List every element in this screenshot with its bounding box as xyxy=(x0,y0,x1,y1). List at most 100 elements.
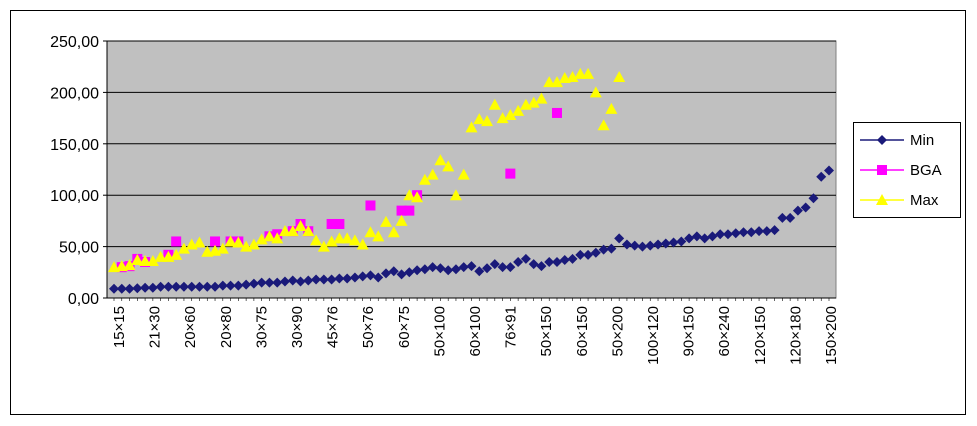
data-point-max xyxy=(387,226,400,238)
y-tick-label: 150,00 xyxy=(50,137,99,154)
data-point-min xyxy=(513,257,524,268)
legend-item-min: Min xyxy=(854,130,960,150)
data-point-max xyxy=(193,236,206,248)
data-point-min xyxy=(769,225,780,236)
data-point-min xyxy=(194,281,205,292)
data-point-max xyxy=(356,238,369,250)
data-point-min xyxy=(217,280,228,291)
data-point-max xyxy=(434,154,447,166)
data-point-min xyxy=(404,267,415,278)
data-point-min xyxy=(629,240,640,251)
data-point-min xyxy=(754,226,765,237)
data-point-min xyxy=(551,257,562,268)
data-point-min xyxy=(691,231,702,242)
data-point-min xyxy=(140,282,151,293)
data-point-min xyxy=(412,265,423,276)
data-point-min xyxy=(489,259,500,270)
data-point-max xyxy=(224,235,237,247)
x-tick-label: 120×150 xyxy=(752,306,769,365)
data-point-max xyxy=(395,214,408,226)
data-point-min xyxy=(225,280,236,291)
data-point-min xyxy=(163,281,174,292)
data-point-min xyxy=(785,212,796,223)
x-tick-label: 100×120 xyxy=(645,306,662,365)
x-tick-label: 20×60 xyxy=(182,306,199,348)
data-point-max xyxy=(411,191,424,203)
x-tick-label: 120×180 xyxy=(787,306,804,365)
data-point-max xyxy=(574,67,587,79)
x-tick-label: 60×240 xyxy=(716,306,733,356)
data-point-max xyxy=(512,104,525,116)
x-tick-label: 150×200 xyxy=(823,306,840,365)
data-point-min xyxy=(171,281,182,292)
data-point-min xyxy=(684,233,695,244)
data-point-min xyxy=(147,282,158,293)
data-point-min xyxy=(800,202,811,213)
data-point-min xyxy=(590,247,601,258)
data-point-min xyxy=(365,270,376,281)
data-point-min xyxy=(264,277,275,288)
x-tick-label: 50×200 xyxy=(609,306,626,356)
data-point-min xyxy=(388,266,399,277)
data-point-max xyxy=(139,254,152,266)
data-point-min xyxy=(381,268,392,279)
data-point-min xyxy=(544,257,555,268)
data-point-min xyxy=(715,229,726,240)
y-tick-label: 250,00 xyxy=(50,34,99,51)
data-point-min xyxy=(466,261,477,272)
data-point-min xyxy=(311,274,322,285)
data-point-min xyxy=(614,233,625,244)
x-tick-label: 50×76 xyxy=(360,306,377,348)
data-point-max xyxy=(449,189,462,201)
x-tick-label: 60×150 xyxy=(574,306,591,356)
data-point-max xyxy=(496,112,509,124)
series-layer xyxy=(108,67,834,294)
y-tick-label: 200,00 xyxy=(50,85,99,102)
data-point-max xyxy=(170,248,183,260)
data-point-min xyxy=(536,261,547,272)
data-point-max xyxy=(535,92,548,104)
data-point-min xyxy=(505,262,516,273)
data-point-min xyxy=(210,281,221,292)
series-min xyxy=(109,165,834,294)
data-point-min xyxy=(279,276,290,287)
data-point-min xyxy=(707,231,718,242)
data-point-max xyxy=(232,236,245,248)
data-point-min xyxy=(497,262,508,273)
data-point-min xyxy=(816,171,827,182)
data-point-min xyxy=(722,229,733,240)
data-point-min xyxy=(334,273,345,284)
data-point-max xyxy=(333,232,346,244)
data-point-max xyxy=(589,86,602,98)
data-point-min xyxy=(668,237,679,248)
data-point-max xyxy=(372,230,385,242)
data-point-bga xyxy=(210,236,221,247)
data-point-max xyxy=(294,220,307,232)
y-tick-label: 50,00 xyxy=(59,240,99,257)
data-point-min xyxy=(248,278,259,289)
data-point-min xyxy=(427,262,438,273)
x-tick-label: 76×91 xyxy=(503,306,520,348)
data-point-max xyxy=(286,225,299,237)
data-point-max xyxy=(271,232,284,244)
data-point-max xyxy=(325,235,338,247)
data-point-min xyxy=(116,283,127,294)
data-point-bga xyxy=(404,205,415,216)
x-tick-label: 60×100 xyxy=(467,306,484,356)
data-point-min xyxy=(621,239,632,250)
data-point-min xyxy=(303,275,314,286)
y-tick-label: 100,00 xyxy=(50,188,99,205)
y-axis: 0,00 50,00 100,00 150,00 200,00 250,00 xyxy=(50,34,108,308)
data-point-max xyxy=(418,173,431,185)
legend-marker-min xyxy=(860,135,904,145)
data-point-min xyxy=(458,262,469,273)
data-point-min xyxy=(645,240,656,251)
data-point-max xyxy=(341,232,354,244)
series-max xyxy=(108,67,626,273)
legend-item-max: Max xyxy=(854,190,960,210)
data-point-max xyxy=(465,121,478,133)
data-point-bga xyxy=(326,218,337,229)
data-point-min xyxy=(443,265,454,276)
data-point-min xyxy=(202,281,213,292)
x-tick-label: 45×76 xyxy=(325,306,342,348)
